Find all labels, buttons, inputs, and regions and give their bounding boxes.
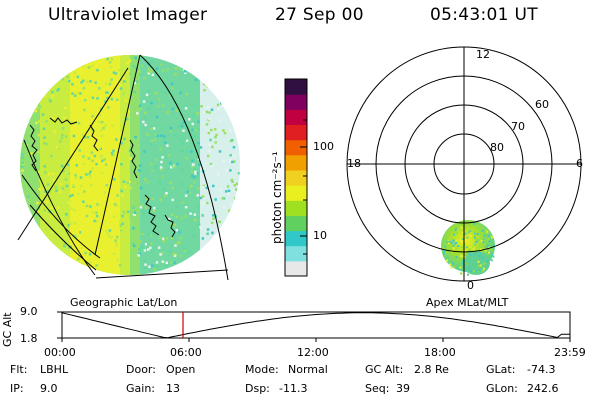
timeline-x-4: 23:59 bbox=[554, 346, 586, 359]
colorbar-band bbox=[285, 139, 307, 156]
mlt-label-18: 18 bbox=[347, 157, 361, 170]
gain-label: Gain: bbox=[126, 382, 155, 395]
mlt-label-0: 0 bbox=[467, 279, 474, 292]
colorbar-band bbox=[285, 215, 307, 232]
colorbar-band bbox=[285, 154, 307, 171]
ip-value: 9.0 bbox=[40, 382, 58, 395]
date-label: 27 Sep 00 bbox=[275, 5, 364, 25]
lat-lon-grid bbox=[17, 54, 229, 281]
colorbar-band bbox=[285, 185, 307, 201]
seq-label: Seq: bbox=[365, 382, 390, 395]
gcalt-value: 2.8 Re bbox=[414, 363, 449, 376]
colorbar-tick-10: 10 bbox=[313, 229, 327, 242]
colorbar-band bbox=[285, 260, 307, 277]
time-label: 05:43:01 UT bbox=[430, 5, 538, 25]
door-value: Open bbox=[166, 363, 196, 376]
seq-value: 39 bbox=[396, 382, 410, 395]
timeline-y-min: 1.8 bbox=[20, 332, 38, 345]
colorbar-band bbox=[285, 79, 307, 95]
instrument-title: Ultraviolet Imager bbox=[48, 5, 208, 25]
colorbar-unit-label: photon cm⁻²s⁻¹ bbox=[270, 151, 284, 244]
dsp-label: Dsp: bbox=[245, 382, 270, 395]
colorbar-band bbox=[285, 245, 307, 262]
mlt-label-6: 6 bbox=[576, 157, 583, 170]
glat-value: -74.3 bbox=[527, 363, 556, 376]
polar-grid bbox=[346, 46, 582, 282]
timeline-x-2: 12:00 bbox=[297, 346, 329, 359]
timeline-x-3: 18:00 bbox=[424, 346, 456, 359]
flt-label: Flt: bbox=[10, 363, 28, 376]
timeline-y-max: 9.0 bbox=[20, 305, 38, 318]
polar-plot bbox=[346, 46, 582, 282]
lat-label-80: 80 bbox=[490, 141, 504, 154]
dsp-value: -11.3 bbox=[279, 382, 308, 395]
door-label: Door: bbox=[126, 363, 156, 376]
coastlines bbox=[29, 117, 176, 238]
gcalt-label: GC Alt: bbox=[365, 363, 404, 376]
glon-value: 242.6 bbox=[527, 382, 559, 395]
apex-caption: Apex MLat/MLT bbox=[426, 296, 509, 309]
colorbar-band bbox=[285, 109, 307, 125]
timeline-x-1: 06:00 bbox=[170, 346, 202, 359]
colorbar-band bbox=[285, 124, 307, 141]
timeline-x-0: 00:00 bbox=[44, 346, 76, 359]
colorbar-band bbox=[285, 94, 307, 110]
colorbar bbox=[284, 78, 308, 277]
geographic-image bbox=[17, 54, 240, 281]
colorbar-band bbox=[285, 169, 307, 186]
colorbar-band bbox=[285, 230, 307, 247]
timeline-ylabel: GC Alt bbox=[1, 312, 14, 347]
geographic-caption: Geographic Lat/Lon bbox=[70, 296, 178, 309]
lat-label-60: 60 bbox=[535, 98, 549, 111]
glon-label: GLon: bbox=[486, 382, 518, 395]
colorbar-band bbox=[285, 200, 307, 216]
flt-value: LBHL bbox=[40, 363, 69, 376]
altitude-timeline bbox=[57, 311, 571, 342]
gain-value: 13 bbox=[166, 382, 180, 395]
mode-label: Mode: bbox=[245, 363, 279, 376]
lat-label-70: 70 bbox=[511, 120, 525, 133]
glat-label: GLat: bbox=[486, 363, 516, 376]
ip-label: IP: bbox=[10, 382, 24, 395]
colorbar-tick-100: 100 bbox=[313, 140, 334, 153]
mode-value: Normal bbox=[288, 363, 328, 376]
mlt-label-12: 12 bbox=[476, 48, 490, 61]
